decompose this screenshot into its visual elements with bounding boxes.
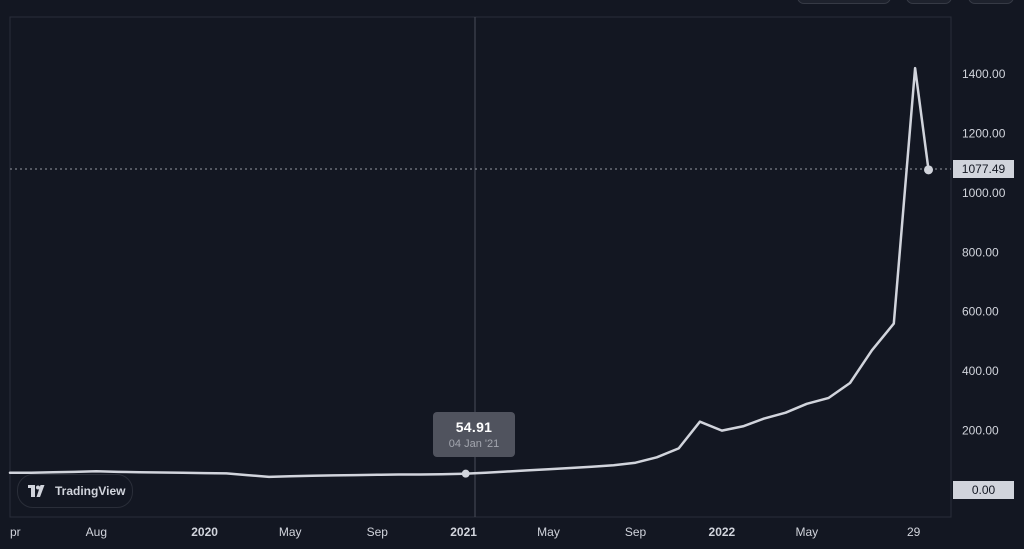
price-series-line [8, 66, 930, 479]
tradingview-logo-icon [28, 485, 45, 497]
x-tick-label: May [279, 525, 302, 539]
x-tick-label: Sep [367, 525, 389, 539]
top-toolbar-button[interactable] [968, 0, 1014, 4]
x-tick-label: May [795, 525, 818, 539]
top-toolbar-button[interactable] [797, 0, 891, 4]
y-tick-label: 800.00 [962, 245, 999, 259]
x-tick-label: 29 [907, 525, 921, 539]
y-tick-label: 600.00 [962, 305, 999, 319]
y-tick-label: 1400.00 [962, 67, 1006, 81]
tradingview-logo[interactable]: TradingView [17, 474, 133, 508]
y-tick-label: 1000.00 [962, 186, 1006, 200]
last-price-label: 1077.49 [953, 160, 1014, 178]
price-axis: 200.00 400.00 600.00 800.00 1000.00 1200.00 14… [962, 67, 1006, 438]
y-tick-label: 400.00 [962, 364, 999, 378]
time-axis: pr Aug 2020 May Sep 2021 May Sep 2022 May 29 [10, 525, 921, 539]
y-tick-label: 200.00 [962, 424, 999, 438]
crosshair-tooltip: 54.91 04 Jan '21 [433, 412, 515, 457]
x-tick-label: Aug [86, 525, 107, 539]
x-tick-label: 2020 [191, 525, 218, 539]
x-tick-label: May [537, 525, 560, 539]
y-tick-label: 1200.00 [962, 126, 1006, 140]
x-tick-label: pr [10, 525, 21, 539]
x-tick-label: 2021 [450, 525, 477, 539]
crosshair-date: 04 Jan '21 [448, 438, 500, 450]
crosshair-value: 54.91 [455, 419, 493, 435]
logo-text: TradingView [55, 484, 126, 498]
x-tick-label: 2022 [709, 525, 736, 539]
x-tick-label: Sep [625, 525, 647, 539]
zero-price-label: 0.00 [953, 481, 1014, 499]
top-toolbar-button[interactable] [906, 0, 952, 4]
last-price-point [924, 165, 934, 175]
crosshair-point [461, 469, 470, 478]
